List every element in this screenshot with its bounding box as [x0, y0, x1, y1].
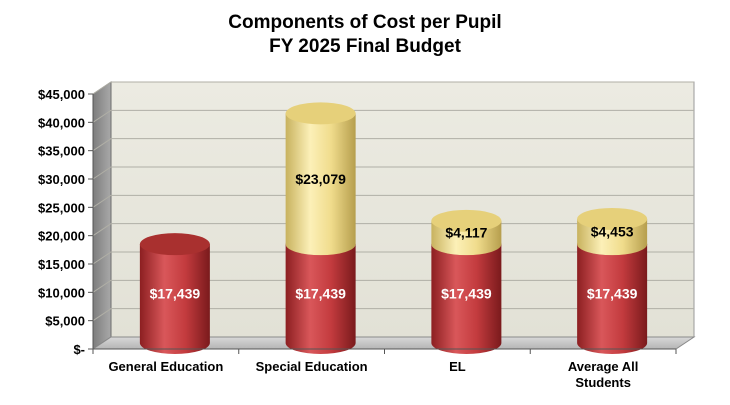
- x-tick-label: Average All: [568, 359, 639, 374]
- y-tick-label: $10,000: [38, 285, 85, 300]
- bar-group: $17,439 $23,079: [285, 102, 356, 355]
- data-label: $4,453: [591, 224, 634, 240]
- data-label: $17,439: [587, 286, 638, 302]
- bar-group: $17,439 $4,453: [577, 207, 648, 355]
- y-tick-label: $30,000: [38, 172, 85, 187]
- y-tick-label: $-: [73, 342, 85, 357]
- y-tick-label: $5,000: [45, 314, 85, 329]
- bar-cap: [577, 207, 648, 230]
- bar-body: [431, 244, 502, 355]
- bar: $4,453: [577, 207, 648, 256]
- y-axis: $- $5,000 $10,000 $15,000 $20,000 $25,000 $30,…: [38, 87, 94, 357]
- y-tick-label: $45,000: [38, 87, 85, 102]
- bar-body: [285, 244, 356, 355]
- x-tick-label: EL: [449, 359, 466, 374]
- y-tick-label: $25,000: [38, 200, 85, 215]
- bar-body: [285, 113, 356, 256]
- bar: $4,117: [431, 209, 502, 256]
- gridline: [92, 194, 694, 208]
- data-label: $17,439: [441, 286, 492, 302]
- gridline: [92, 166, 694, 180]
- bar-group: $17,439 $4,117: [431, 209, 502, 355]
- bars: $17,439 $17,439$23,079$17,439$4,117$17,43…: [139, 102, 648, 355]
- data-label: $4,117: [445, 225, 487, 241]
- bar-cap: [139, 233, 210, 256]
- y-tick-label: $40,000: [38, 115, 85, 130]
- data-label: $23,079: [295, 171, 346, 187]
- bar-body: [139, 244, 210, 355]
- gridline: [92, 138, 694, 152]
- x-tick-label: General Education: [108, 359, 223, 374]
- y-tick-label: $20,000: [38, 229, 85, 244]
- x-axis: General Education Special Education EL Aver…: [92, 348, 677, 390]
- chart-subtitle: FY 2025 Final Budget: [269, 36, 461, 57]
- data-label: $17,439: [295, 286, 346, 302]
- y-tick-label: $15,000: [38, 257, 85, 272]
- gridline: [92, 109, 694, 123]
- x-tick-label: Students: [575, 375, 631, 390]
- bar-cap: [431, 209, 502, 232]
- bar: $23,079: [285, 102, 356, 256]
- data-label: $17,439: [150, 286, 201, 302]
- bar-body: [577, 244, 648, 355]
- x-tick-label: Special Education: [256, 359, 368, 374]
- side-wall: [92, 81, 112, 350]
- y-tick-label: $35,000: [38, 144, 85, 159]
- gridline: [92, 81, 694, 95]
- chart-title: Components of Cost per Pupil: [228, 12, 502, 33]
- bar-group: $17,439: [139, 233, 210, 355]
- bar-cap: [285, 102, 356, 125]
- bar: $17,439: [139, 233, 210, 355]
